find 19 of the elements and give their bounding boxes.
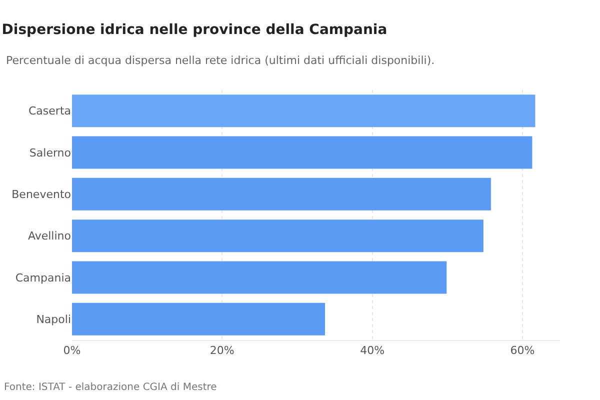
y-tick-label: Caserta [28, 104, 71, 118]
chart-title: Dispersione idrica nelle province della Campania [2, 22, 388, 38]
y-tick-label: Campania [15, 271, 71, 284]
bar [72, 94, 536, 128]
bar [72, 178, 491, 210]
y-tick-label: Avellino [28, 230, 72, 243]
bar [72, 261, 447, 294]
y-tick-label: Salerno [29, 146, 72, 160]
y-tick-label: Benevento [12, 188, 72, 202]
y-tick-label: Napoli [36, 313, 71, 326]
source-note: Fonte: ISTAT - elaborazione CGIA di Mestre [4, 382, 217, 393]
bar [72, 302, 326, 336]
x-tick-label: 0% [63, 344, 81, 358]
x-tick-label: 60% [510, 344, 535, 358]
chart-subtitle: Percentuale di acqua dispersa nella rete idrica (ultimi dati ufficiali disponibili). [6, 54, 435, 67]
x-tick-label: 20% [210, 344, 234, 358]
bar [72, 136, 532, 169]
x-tick-label: 40% [360, 344, 385, 358]
bar [72, 220, 484, 252]
